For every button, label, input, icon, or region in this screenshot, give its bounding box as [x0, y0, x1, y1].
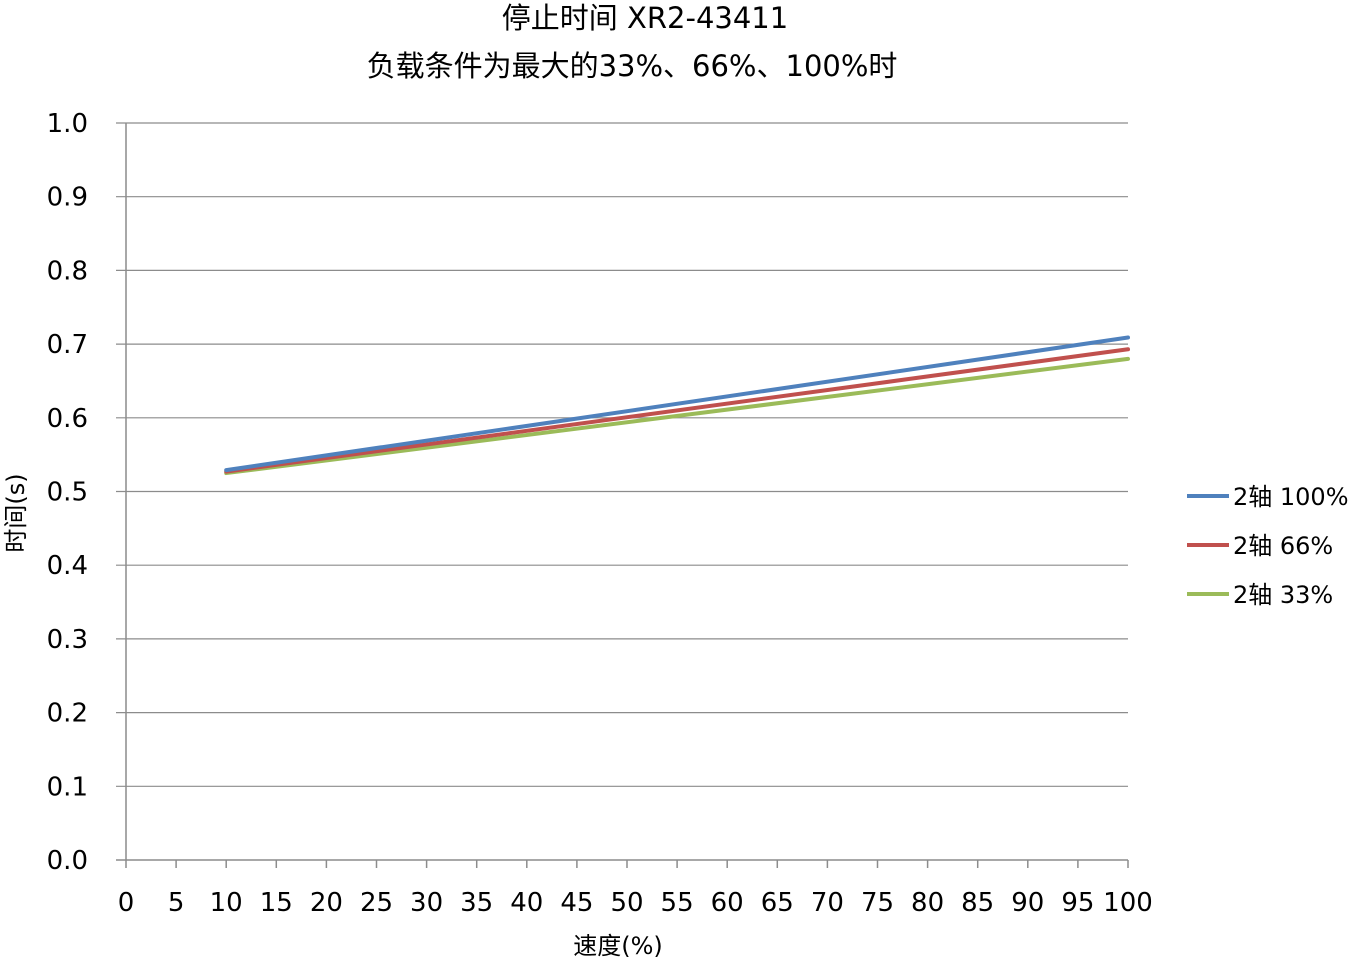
legend-label: 2轴 100% — [1233, 483, 1349, 511]
legend: 2轴 100% 2轴 66% 2轴 33% — [1187, 483, 1349, 609]
x-tick-label: 60 — [711, 888, 744, 918]
y-tick-label: 0.5 — [47, 478, 88, 508]
x-tick-label: 65 — [761, 888, 794, 918]
x-tick-label: 10 — [210, 888, 243, 918]
series-line — [224, 335, 1130, 473]
x-tick-label: 55 — [661, 888, 694, 918]
series-line — [224, 356, 1130, 476]
chart-subtitle: 负载条件为最大的33%、66%、100%时 — [367, 49, 898, 83]
legend-label: 2轴 66% — [1233, 532, 1333, 560]
x-tick-label: 50 — [610, 888, 643, 918]
x-tick-label: 30 — [410, 888, 443, 918]
x-tick-label: 20 — [310, 888, 343, 918]
x-tick-label: 15 — [260, 888, 293, 918]
y-tick-label: 0.6 — [47, 404, 88, 434]
chart-title: 停止时间 XR2-43411 — [502, 1, 788, 35]
x-tick-label: 0 — [118, 888, 135, 918]
y-tick-label: 1.0 — [47, 109, 88, 139]
axes — [116, 123, 1129, 868]
y-tick-label: 0.0 — [47, 846, 88, 876]
series-line — [224, 347, 1130, 474]
y-tick-label: 0.8 — [47, 256, 88, 286]
x-tick-label: 75 — [861, 888, 894, 918]
x-tick-label: 35 — [460, 888, 493, 918]
series-lines — [224, 335, 1130, 476]
y-tick-label: 0.1 — [47, 772, 88, 802]
x-tick-label: 85 — [961, 888, 994, 918]
x-axis-tick-labels: 0 5 10 15 20 25 30 35 40 45 50 55 60 65 70 75 80 85 90 95 10… — [118, 888, 1153, 918]
y-axis-tick-labels: 0.0 0.1 0.2 0.3 0.4 0.5 0.6 0.7 0.8 0.9 1.0 — [47, 109, 88, 876]
y-axis-title: 时间(s) — [2, 473, 30, 552]
legend-label: 2轴 33% — [1233, 581, 1333, 609]
grid-lines — [116, 122, 1128, 787]
x-tick-label: 95 — [1061, 888, 1094, 918]
x-tick-label: 70 — [811, 888, 844, 918]
y-tick-label: 0.2 — [47, 699, 88, 729]
x-tick-label: 25 — [360, 888, 393, 918]
y-tick-label: 0.4 — [47, 551, 88, 581]
y-tick-label: 0.7 — [47, 330, 88, 360]
x-tick-label: 5 — [168, 888, 185, 918]
x-tick-label: 100 — [1103, 888, 1153, 918]
x-tick-label: 40 — [510, 888, 543, 918]
y-tick-label: 0.3 — [47, 625, 88, 655]
y-tick-label: 0.9 — [47, 183, 88, 213]
x-axis-title: 速度(%) — [573, 932, 663, 960]
x-tick-label: 45 — [560, 888, 593, 918]
x-tick-label: 90 — [1011, 888, 1044, 918]
x-tick-label: 80 — [911, 888, 944, 918]
